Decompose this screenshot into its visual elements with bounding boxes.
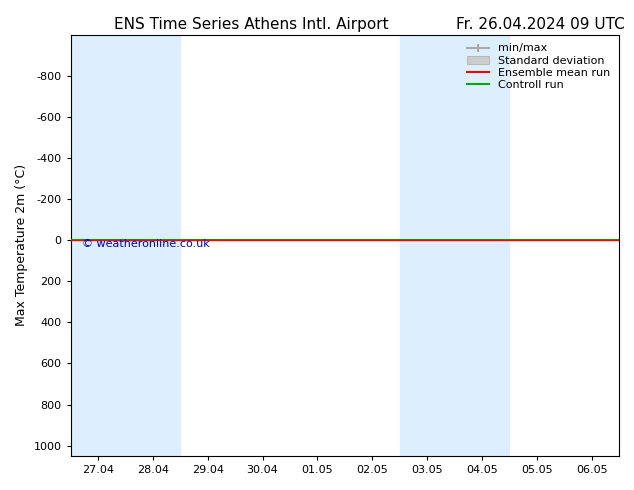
- Text: Fr. 26.04.2024 09 UTC: Fr. 26.04.2024 09 UTC: [456, 17, 625, 32]
- Bar: [70, 35, 180, 456]
- Y-axis label: Max Temperature 2m (°C): Max Temperature 2m (°C): [15, 164, 28, 326]
- Bar: [399, 35, 509, 456]
- Text: ENS Time Series Athens Intl. Airport: ENS Time Series Athens Intl. Airport: [114, 17, 389, 32]
- Text: © weatheronline.co.uk: © weatheronline.co.uk: [82, 240, 209, 249]
- Legend: min/max, Standard deviation, Ensemble mean run, Controll run: min/max, Standard deviation, Ensemble me…: [463, 40, 614, 94]
